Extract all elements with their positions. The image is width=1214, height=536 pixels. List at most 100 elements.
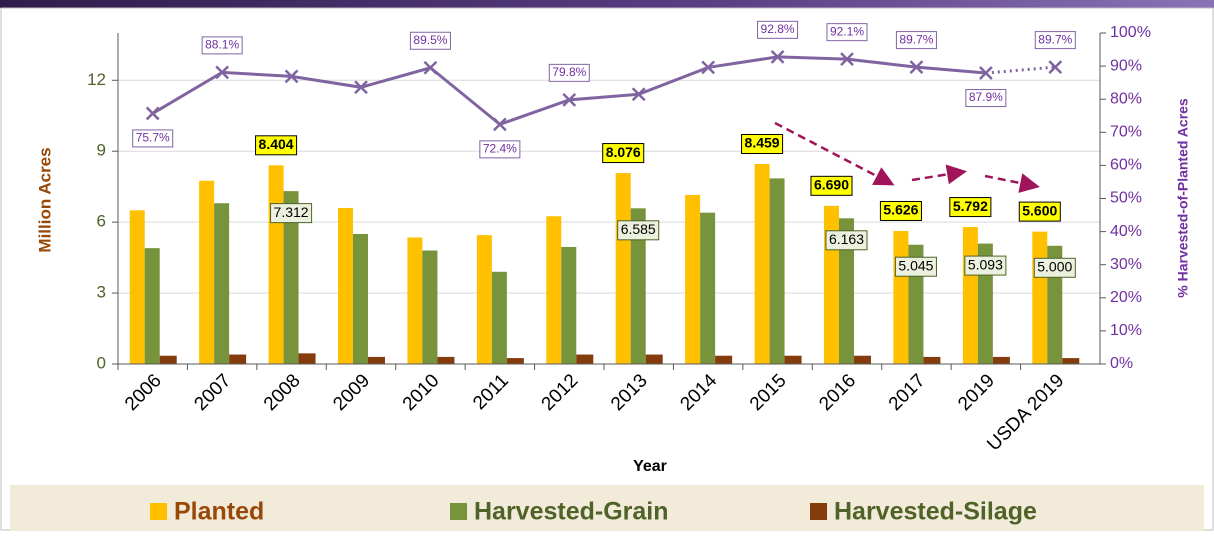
y-tick-label: 3 xyxy=(97,283,106,302)
point-marker xyxy=(1048,60,1063,74)
bar xyxy=(298,353,316,364)
trend-arrows xyxy=(774,121,1040,193)
data-label: 8.076 xyxy=(606,144,641,160)
legend-swatch xyxy=(450,503,467,520)
legend-label: Planted xyxy=(174,498,264,526)
data-label: 92.1% xyxy=(830,24,864,38)
data-label: 5.600 xyxy=(1022,202,1057,218)
bar xyxy=(893,230,909,364)
point-marker xyxy=(978,66,993,80)
bar xyxy=(576,354,594,364)
point-marker xyxy=(840,52,854,67)
data-label: 87.9% xyxy=(969,90,1003,104)
bar xyxy=(546,216,562,364)
bar xyxy=(199,180,215,364)
data-label: 79.8% xyxy=(552,65,586,79)
y2-tick-label: 20% xyxy=(1110,289,1142,306)
data-label-box xyxy=(1034,31,1076,50)
bar xyxy=(229,354,247,364)
bar xyxy=(506,358,524,364)
trend-arrow xyxy=(774,121,895,186)
bar xyxy=(992,356,1010,364)
data-label: 6.585 xyxy=(621,221,656,237)
y2-tick-label: 90% xyxy=(1110,57,1142,74)
data-label-box xyxy=(964,255,1007,276)
y2-tick-label: 100% xyxy=(1110,24,1151,41)
point-marker xyxy=(492,117,507,132)
legend-swatch xyxy=(150,503,167,520)
data-label-box xyxy=(826,23,868,42)
point-marker xyxy=(423,60,438,75)
bar xyxy=(645,354,663,364)
data-label-box xyxy=(757,20,799,39)
bar xyxy=(854,355,871,364)
data-label: 72.4% xyxy=(483,142,517,156)
data-label: 8.459 xyxy=(745,135,780,151)
point-marker xyxy=(215,65,230,80)
bar xyxy=(784,355,802,364)
data-label-box xyxy=(479,140,521,159)
bar xyxy=(630,208,646,364)
bar xyxy=(437,356,455,364)
bar xyxy=(962,227,978,364)
bar xyxy=(1032,231,1048,364)
y-axis-title: Million Acres xyxy=(35,147,54,252)
data-label: 89.7% xyxy=(1038,32,1072,46)
data-label: 5.792 xyxy=(953,198,988,214)
y2-tick-label: 50% xyxy=(1110,190,1142,207)
point-marker xyxy=(631,87,646,102)
bar xyxy=(283,191,299,364)
data-label-box xyxy=(879,200,922,221)
point-marker xyxy=(770,49,785,64)
y-tick-label: 6 xyxy=(97,212,106,231)
bar xyxy=(268,165,284,364)
bar xyxy=(1062,358,1080,364)
data-label: 5.000 xyxy=(1037,258,1072,274)
data-label-box xyxy=(895,31,937,50)
bar xyxy=(685,194,701,364)
bar xyxy=(368,356,385,364)
data-label-box xyxy=(965,89,1007,108)
point-marker xyxy=(562,92,577,107)
bar xyxy=(491,271,507,364)
data-label: 75.7% xyxy=(136,131,170,145)
data-label: 8.404 xyxy=(259,136,294,152)
bar xyxy=(839,218,854,364)
data-label: 5.093 xyxy=(968,256,1003,272)
trend-arrow xyxy=(911,164,967,185)
y2-tick-label: 60% xyxy=(1110,157,1142,174)
bar xyxy=(422,250,438,364)
x-axis-title: Year xyxy=(633,458,667,475)
point-marker xyxy=(354,80,368,95)
legend-label: Harvested-Silage xyxy=(834,498,1037,526)
legend-swatch xyxy=(810,503,827,520)
bar xyxy=(476,235,492,364)
legend-band xyxy=(10,485,1204,531)
data-label-box xyxy=(894,256,937,277)
y2-tick-label: 70% xyxy=(1110,124,1142,141)
y2-tick-label: 0% xyxy=(1110,355,1133,372)
data-label: 6.163 xyxy=(829,231,864,247)
bar xyxy=(824,205,839,364)
trend-arrow xyxy=(984,173,1040,193)
data-label: 88.1% xyxy=(205,38,239,52)
data-label-box xyxy=(132,129,174,148)
y2-tick-label: 10% xyxy=(1110,322,1142,339)
y2-tick-label: 30% xyxy=(1110,256,1142,273)
bar xyxy=(407,237,423,364)
bar xyxy=(715,355,733,364)
bar xyxy=(754,164,770,364)
data-label-box xyxy=(810,175,853,196)
y2-axis-title: % Harvested-of-Planted Acres xyxy=(1175,98,1191,298)
bar xyxy=(338,207,353,364)
data-label: 89.5% xyxy=(413,33,447,47)
point-marker xyxy=(701,60,716,75)
data-label-box xyxy=(409,31,451,50)
data-label: 6.690 xyxy=(814,177,849,193)
bar xyxy=(129,210,145,364)
bar xyxy=(615,173,631,364)
data-label-box xyxy=(1018,201,1061,222)
bar xyxy=(353,233,368,364)
top-banner xyxy=(0,0,1214,8)
